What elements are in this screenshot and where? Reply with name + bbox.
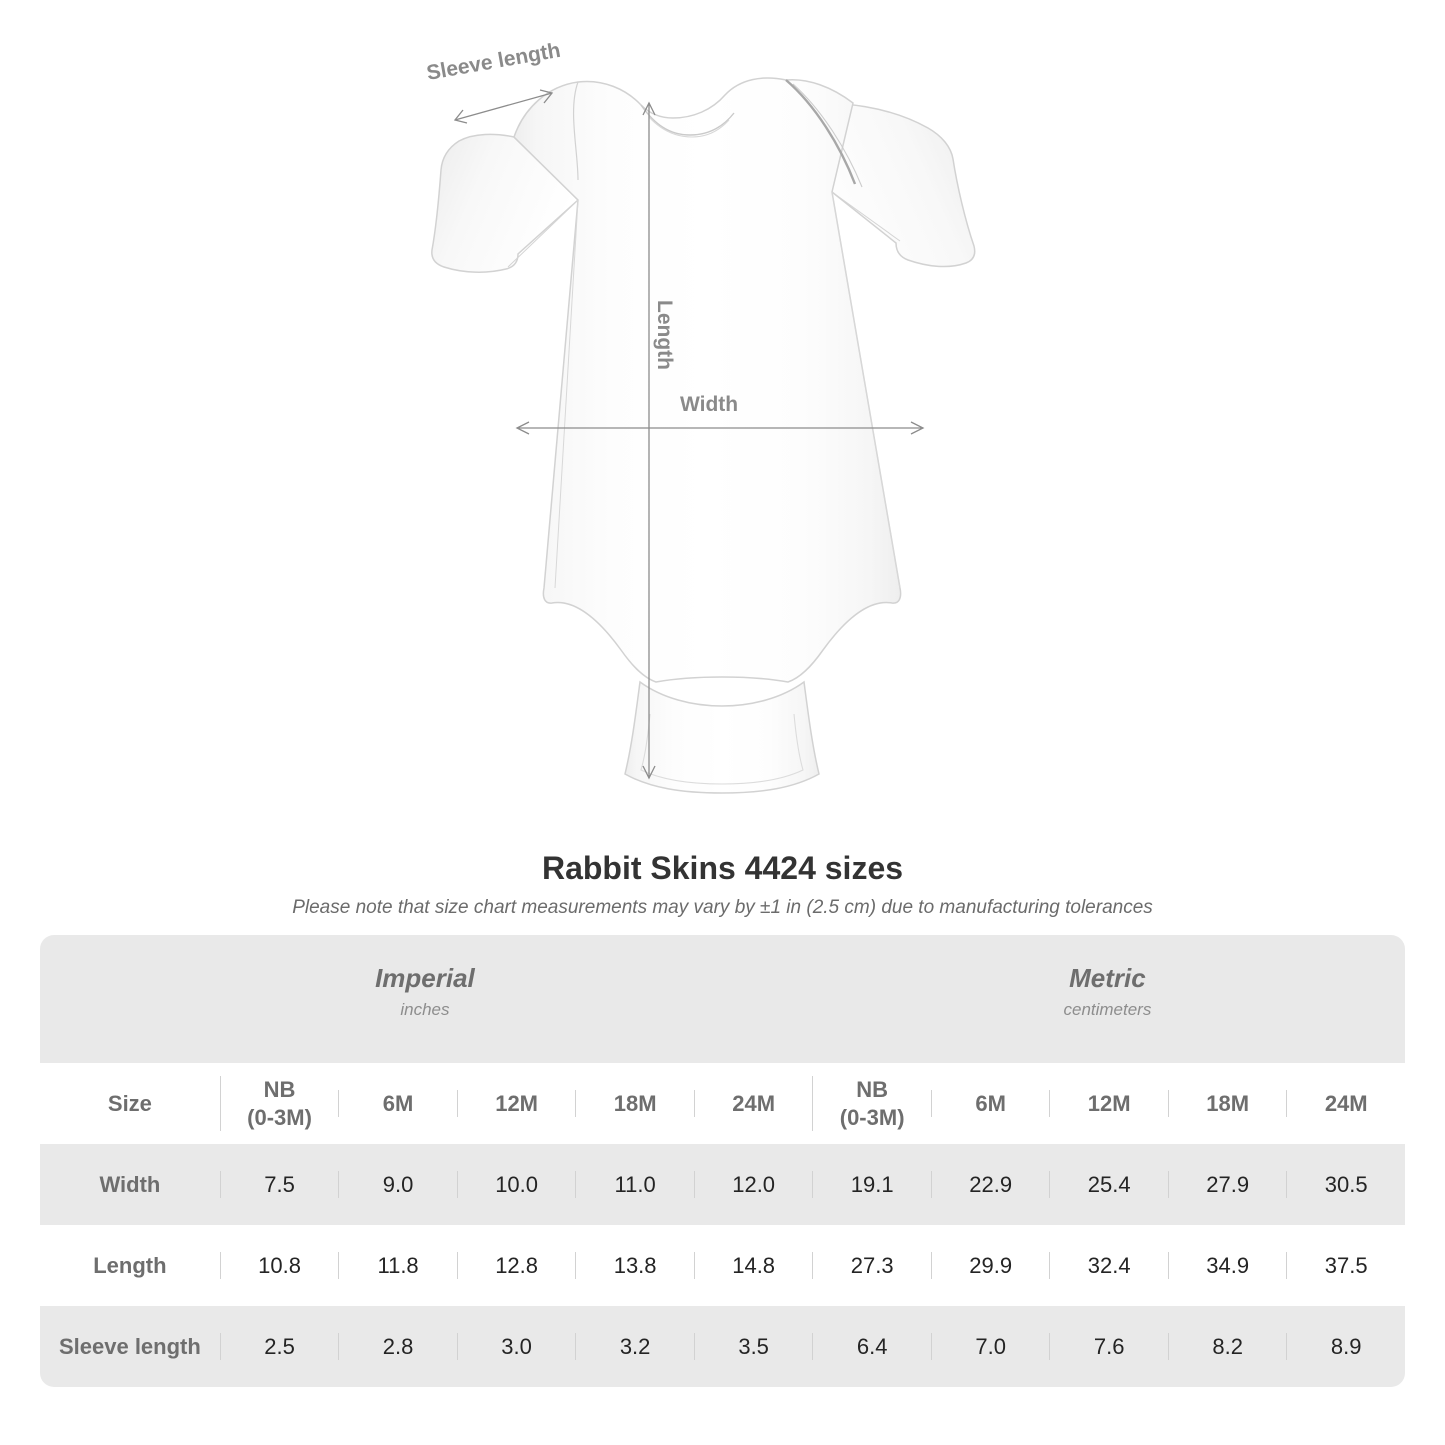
svg-text:Width: Width: [680, 393, 738, 416]
svg-text:Sleeve length: Sleeve length: [425, 39, 562, 85]
svg-text:Length: Length: [653, 300, 676, 370]
